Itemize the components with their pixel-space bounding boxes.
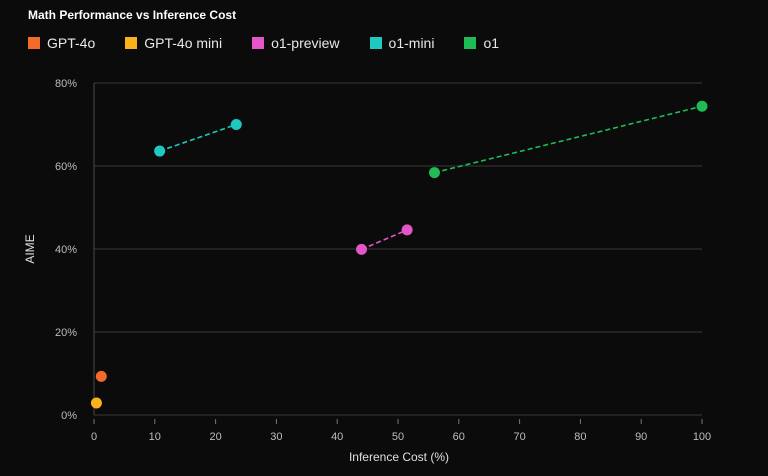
data-point-gpt-4o bbox=[95, 370, 107, 382]
legend-swatch bbox=[252, 37, 265, 49]
y-tick-label: 80% bbox=[55, 78, 77, 90]
legend: GPT-4o GPT-4o mini o1-preview o1-mini o1 bbox=[28, 35, 529, 51]
legend-swatch bbox=[28, 37, 40, 49]
data-point-o1-mini bbox=[230, 119, 242, 130]
x-tick-label: 80 bbox=[574, 431, 586, 443]
legend-item-gpt-4o: GPT-4o bbox=[28, 35, 95, 51]
data-point-o1-preview bbox=[356, 243, 368, 255]
data-point-gpt-4o-mini bbox=[90, 397, 102, 409]
y-tick-label: 40% bbox=[55, 244, 77, 256]
y-tick-label: 0% bbox=[61, 410, 77, 422]
x-tick-label: 60 bbox=[453, 431, 465, 443]
legend-swatch bbox=[464, 37, 477, 49]
series-line-o1-mini bbox=[159, 123, 237, 152]
data-point-o1 bbox=[696, 100, 708, 112]
legend-swatch bbox=[369, 37, 382, 49]
y-tick-label: 20% bbox=[55, 327, 77, 339]
x-tick-label: 10 bbox=[149, 431, 161, 443]
x-tick-label: 50 bbox=[392, 431, 404, 443]
legend-label: o1 bbox=[483, 35, 500, 51]
legend-item-o1-mini: o1-mini bbox=[369, 35, 435, 51]
y-axis-label: AIME bbox=[23, 234, 37, 263]
legend-label: GPT-4o bbox=[47, 35, 96, 51]
series-line-o1-preview bbox=[361, 229, 408, 251]
chart-title: Math Performance vs Inference Cost bbox=[28, 8, 237, 22]
legend-item-gpt-4o-mini: GPT-4o mini bbox=[125, 35, 222, 51]
data-point-o1 bbox=[428, 167, 440, 179]
y-tick-label: 60% bbox=[55, 161, 77, 173]
data-point-o1-mini bbox=[154, 145, 166, 157]
legend-label: o1-mini bbox=[388, 35, 435, 51]
legend-label: o1-preview bbox=[271, 35, 340, 51]
x-tick-label: 100 bbox=[693, 431, 711, 443]
x-tick-label: 0 bbox=[91, 431, 97, 443]
data-point-o1-preview bbox=[401, 224, 413, 236]
x-axis-label: Inference Cost (%) bbox=[349, 450, 449, 464]
x-tick-label: 30 bbox=[270, 431, 282, 443]
x-tick-label: 70 bbox=[513, 431, 525, 443]
series-line-o1 bbox=[434, 105, 703, 174]
legend-item-o1-preview: o1-preview bbox=[252, 35, 340, 51]
x-tick-label: 20 bbox=[209, 431, 221, 443]
x-tick-label: 40 bbox=[331, 431, 343, 443]
legend-item-o1: o1 bbox=[464, 35, 499, 51]
legend-swatch bbox=[125, 37, 138, 49]
legend-label: GPT-4o mini bbox=[144, 35, 223, 51]
x-tick-label: 90 bbox=[635, 431, 647, 443]
